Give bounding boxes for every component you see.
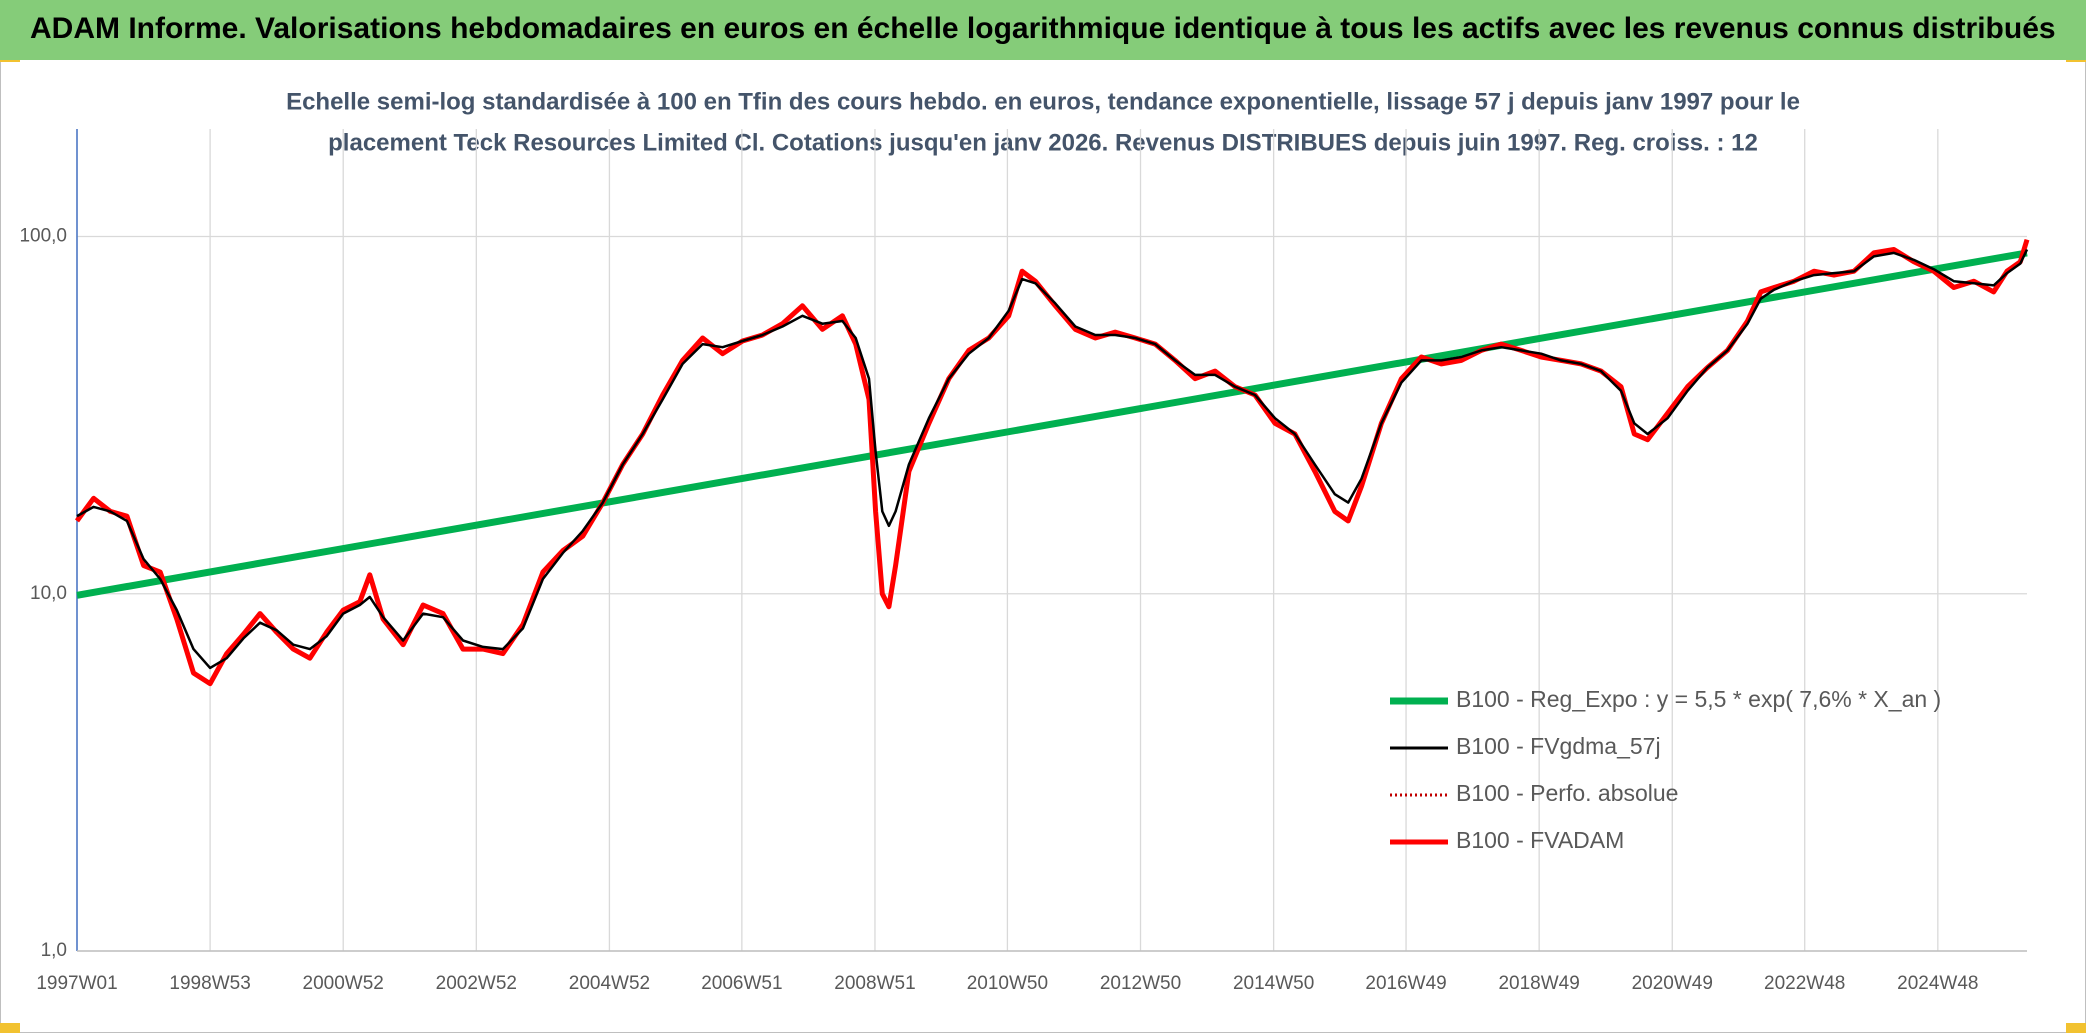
series-line	[76, 249, 2028, 599]
x-tick-label: 2022W48	[1764, 973, 1845, 994]
x-tick-label: 1997W01	[36, 973, 117, 994]
legend-label: B100 - Reg_Expo : y = 5,5 * exp( 7,6% * …	[1456, 686, 1941, 712]
corner	[2066, 1023, 2086, 1033]
legend-label: B100 - FVgdma_57j	[1456, 733, 1661, 759]
x-tick-label: 2004W52	[569, 973, 650, 994]
x-tick-label: 2020W49	[1632, 973, 1713, 994]
series-line	[76, 248, 2029, 670]
legend-label: B100 - Perfo. absolue	[1456, 780, 1678, 806]
chart-subtitle: placement Teck Resources Limited Cl. Cot…	[328, 129, 1758, 156]
x-tick-label: 2014W50	[1233, 973, 1314, 994]
x-tick-label: 2018W49	[1498, 973, 1579, 994]
x-tick-label: 2000W52	[303, 973, 384, 994]
header-title: ADAM Informe. Valorisations hebdomadaire…	[30, 12, 2056, 45]
chart-subtitle: Echelle semi-log standardisée à 100 en T…	[286, 88, 1800, 115]
x-tick-label: 2024W48	[1897, 973, 1978, 994]
legend-label: B100 - FVADAM	[1456, 827, 1624, 853]
x-tick-label: 2010W50	[967, 973, 1048, 994]
header-band	[0, 0, 2086, 60]
corner	[0, 1023, 20, 1033]
x-tick-label: 2008W51	[834, 973, 915, 994]
x-tick-label: 2012W50	[1100, 973, 1181, 994]
y-tick-label: 100,0	[19, 226, 67, 247]
y-tick-label: 1,0	[41, 940, 67, 961]
x-tick-label: 1998W53	[169, 973, 250, 994]
y-tick-label: 10,0	[30, 583, 67, 604]
x-tick-label: 2016W49	[1365, 973, 1446, 994]
x-tick-label: 2006W51	[701, 973, 782, 994]
x-tick-label: 2002W52	[436, 973, 517, 994]
